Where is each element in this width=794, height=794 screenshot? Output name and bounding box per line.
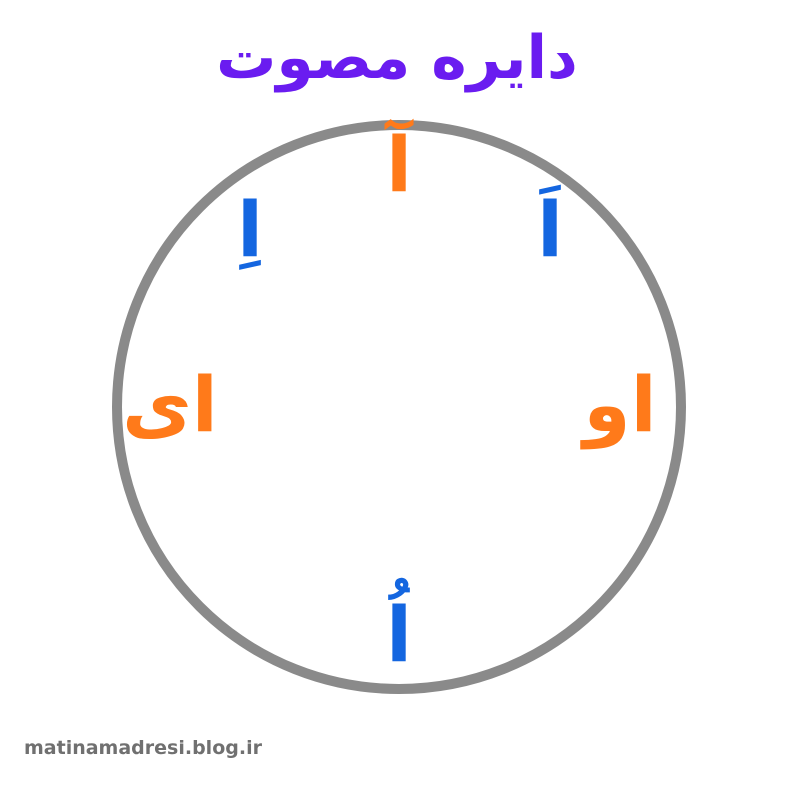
diagram-title: دایره مصوت bbox=[216, 23, 578, 93]
vowel-short-e: اِ bbox=[236, 185, 264, 274]
vowel-long-a: آ bbox=[385, 120, 413, 209]
vowel-circle bbox=[112, 120, 686, 694]
vowel-long-u: او bbox=[583, 360, 657, 449]
vowel-short-a: اَ bbox=[536, 185, 564, 274]
vowel-short-o: اُ bbox=[385, 590, 413, 679]
watermark-text: matinamadresi.blog.ir bbox=[24, 737, 262, 759]
vowel-long-i: ای bbox=[122, 360, 218, 449]
